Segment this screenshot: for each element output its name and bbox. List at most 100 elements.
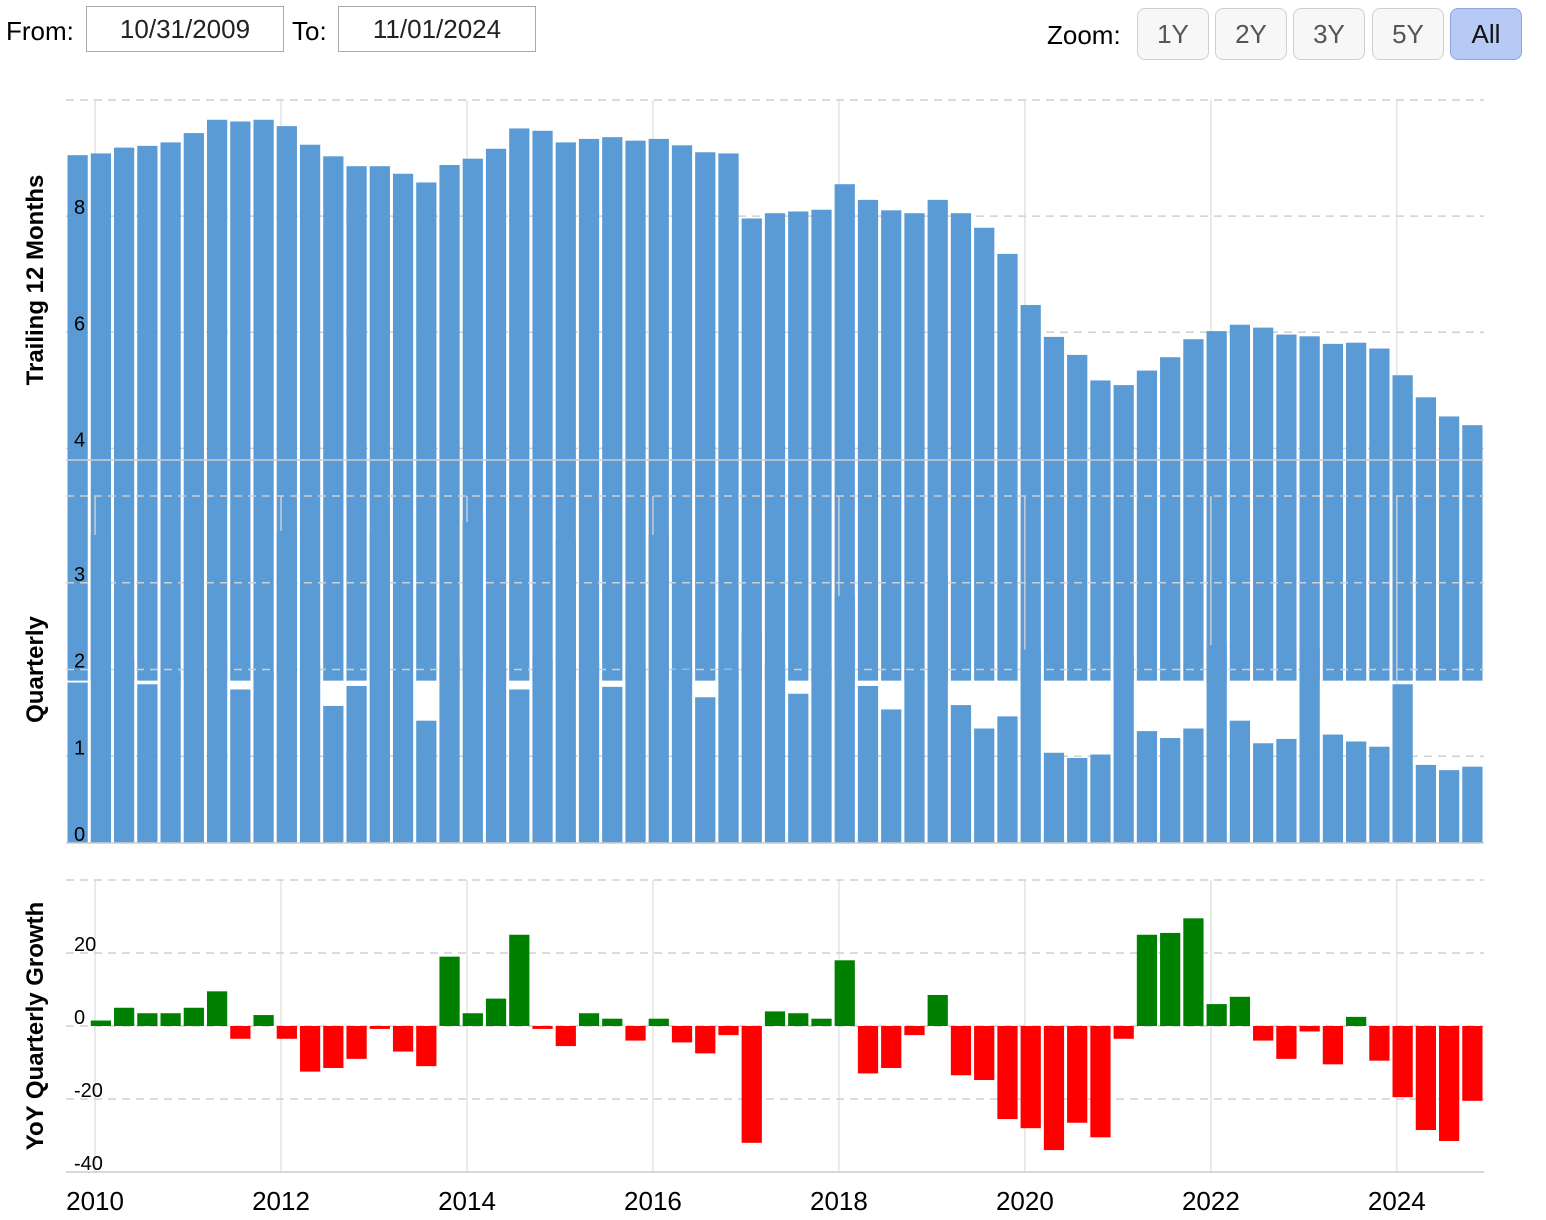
bar [834,595,855,843]
bar [950,705,972,843]
y-tick-label: 8 [74,197,85,219]
bar [485,998,507,1026]
bar [206,991,228,1026]
bar [578,1013,600,1026]
bar [1206,1004,1227,1026]
bar [1206,645,1227,843]
bar [509,689,530,843]
bar [974,728,995,843]
bar [578,662,600,843]
bar [323,1026,344,1068]
bar [695,1026,716,1054]
bar [1206,331,1227,681]
bar [462,1013,483,1026]
from-date-input[interactable]: 10/31/2009 [86,6,284,52]
bar [857,1026,879,1074]
bar [904,671,925,843]
from-label: From: [6,16,74,46]
bar [1322,1026,1344,1065]
bar [1392,1026,1413,1098]
bar [1229,324,1251,681]
bar [625,140,646,681]
bar [137,1013,158,1026]
x-tick-label: 2022 [1182,1186,1240,1216]
bar [950,1026,972,1076]
bar [695,152,716,681]
bar [1090,1026,1111,1138]
y-tick-label: -20 [74,1080,103,1102]
bar [1253,1026,1274,1041]
bar [718,1026,739,1036]
y-tick-label: 0 [74,824,85,846]
bar [788,1013,809,1026]
bar [1090,380,1111,681]
x-tick-label: 2010 [66,1186,124,1216]
bar [1136,731,1158,843]
y-axis-title: Trailing 12 Months [22,175,49,386]
zoom-button-1y[interactable]: 1Y [1137,8,1209,60]
bar [392,173,414,681]
bar [299,1026,321,1072]
bar [764,1011,786,1026]
bar [904,1026,925,1036]
toolbar: From: 10/31/2009 To: 11/01/2024 Zoom: 1Y… [0,0,1546,70]
bar [718,153,739,681]
bar [718,669,739,843]
bar [1160,738,1181,843]
bar [369,532,390,843]
bar [625,666,646,843]
zoom-button-2y[interactable]: 2Y [1215,8,1287,60]
bar [1067,354,1088,681]
bar [950,213,972,681]
bar [323,156,344,681]
y-axis-title: YoY Quarterly Growth [22,902,49,1151]
bar [462,522,483,843]
bar [1415,1026,1437,1131]
bar [881,1026,902,1068]
to-label: To: [292,16,327,46]
bar [416,720,437,843]
bar [1020,1026,1041,1129]
bar [392,678,414,843]
bar [509,934,530,1026]
bar [230,1026,251,1039]
to-date-input[interactable]: 11/01/2024 [338,6,536,52]
bar [253,1015,274,1026]
y-tick-label: 3 [74,564,85,586]
bar [1299,336,1320,681]
bar [160,142,181,681]
x-tick-label: 2014 [438,1186,496,1216]
bar [927,994,948,1026]
bar [230,121,251,681]
bar [113,660,135,843]
bar [1136,370,1158,681]
bar [811,1018,832,1026]
bar [555,1026,576,1047]
bar [439,165,460,681]
bar [1067,1026,1088,1123]
bar [857,199,879,681]
bar [834,184,855,681]
bar [369,1026,390,1029]
bar [183,520,204,843]
bar [1369,746,1390,843]
bar [578,138,600,681]
y-tick-label: 2 [74,651,85,673]
bar [1043,1026,1065,1151]
bar [1322,734,1344,843]
bar [276,1026,297,1039]
bar [881,210,902,681]
bar [1253,743,1274,843]
zoom-button-all[interactable]: All [1450,8,1522,60]
bar [741,1026,762,1143]
zoom-button-3y[interactable]: 3Y [1293,8,1365,60]
bar [648,535,669,843]
zoom-button-5y[interactable]: 5Y [1372,8,1444,60]
bar [695,697,716,843]
bar [834,960,855,1026]
y-tick-label: 0 [74,1007,85,1029]
bar [997,1026,1018,1120]
bar [1043,336,1065,681]
bar [974,227,995,681]
bar [1439,770,1460,843]
